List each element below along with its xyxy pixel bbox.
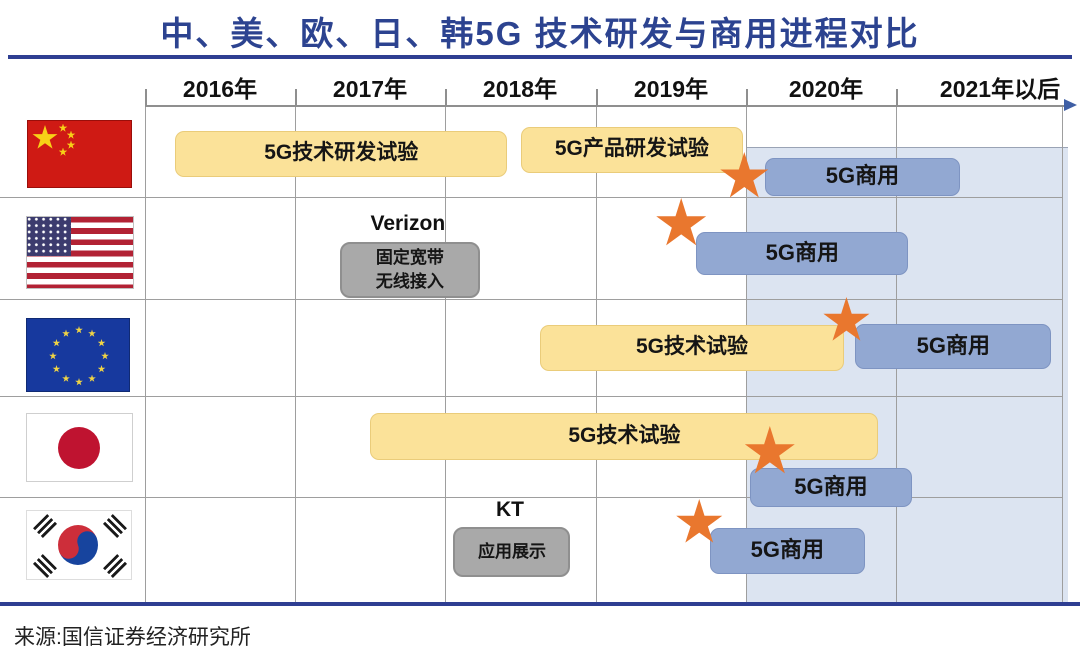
- phase-bar-trial-eu-flag: 5G技术试验: [540, 325, 844, 371]
- timeline-chart: 2016年 2017年 2018年 2019年 2020年 2021年以后 5G技术研发试验…: [0, 60, 1080, 607]
- china-flag-icon: [27, 120, 132, 188]
- operator-label-usa-flag: Verizon: [370, 212, 446, 235]
- usa-flag-icon: [26, 216, 134, 289]
- year-label-2017: 2017年: [332, 76, 408, 102]
- axis-tick: [295, 89, 297, 106]
- row-separator-line: [0, 197, 1062, 198]
- flag-star-icon: [101, 352, 109, 360]
- phase-bar-commercial-eu-flag: 5G商用: [855, 324, 1052, 369]
- korea-flag-trigram: [32, 553, 58, 579]
- flag-star-icon: [66, 140, 76, 149]
- phase-bar-trial-china-flag: 5G产品研发试验: [520, 127, 744, 173]
- grid-line-vertical: [1062, 106, 1063, 602]
- phase-bar-commercial-china-flag: 5G商用: [765, 158, 960, 196]
- japan-flag-sun-disc: [58, 427, 100, 469]
- flag-star-icon: [75, 378, 83, 386]
- flag-star-icon: [49, 352, 57, 360]
- flag-star-icon: [97, 365, 106, 373]
- row-separator-line: [0, 497, 1062, 498]
- flag-star-icon: [88, 374, 96, 382]
- flag-star-icon: [62, 329, 70, 337]
- year-label-2019: 2019年: [633, 76, 709, 102]
- flag-star-icon: [62, 374, 70, 382]
- axis-tick: [145, 89, 147, 106]
- demo-box-korea-flag: 应用展示: [453, 527, 571, 577]
- operator-label-korea-flag: KT: [495, 498, 524, 521]
- axis-tick: [445, 89, 447, 106]
- chart-bottom-border: [0, 602, 1080, 606]
- axis-tick: [746, 89, 748, 106]
- korea-flag-icon: [26, 510, 132, 580]
- eu-flag-icon: [26, 318, 130, 392]
- grid-line-vertical: [295, 106, 296, 602]
- grid-line-vertical: [445, 106, 446, 602]
- demo-box-usa-flag: 固定宽带 无线接入: [339, 242, 480, 298]
- axis-right-arrow-icon: [1064, 99, 1077, 111]
- korea-flag-trigram: [102, 513, 128, 539]
- row-separator-line: [0, 396, 1062, 397]
- future-period-shading: [746, 147, 1068, 603]
- phase-bar-commercial-korea-flag: 5G商用: [709, 528, 865, 574]
- flag-star-icon: [97, 339, 106, 347]
- axis-tick: [896, 89, 898, 106]
- year-label-2016: 2016年: [182, 76, 258, 102]
- phase-bar-commercial-usa-flag: 5G商用: [696, 232, 909, 275]
- demo-box-line: 无线接入: [375, 272, 444, 291]
- flag-star-icon: [75, 326, 83, 334]
- row-separator-line: [0, 299, 1062, 300]
- korea-flag-trigram: [102, 553, 128, 579]
- flag-star-icon: [52, 339, 61, 347]
- flag-star-icon: [88, 329, 96, 337]
- demo-box-line: 应用展示: [477, 542, 546, 562]
- phase-bar-commercial-japan-flag: 5G商用: [750, 468, 912, 507]
- flag-star-icon: [58, 147, 68, 156]
- flag-star-icon: [58, 123, 68, 132]
- usa-flag-canton: [27, 217, 71, 256]
- demo-box-line: 固定宽带: [375, 248, 444, 268]
- title-underline: [8, 55, 1072, 59]
- year-label-2018: 2018年: [482, 76, 558, 102]
- flag-star-icon: [32, 125, 58, 149]
- phase-bar-trial-japan-flag: 5G技术试验: [370, 413, 879, 460]
- grid-line-vertical: [145, 106, 146, 602]
- source-note: 来源:国信证券经济研究所: [14, 626, 251, 649]
- korea-flag-taegeuk: [51, 518, 105, 572]
- korea-flag-trigram: [32, 513, 58, 539]
- japan-flag-icon: [26, 413, 133, 482]
- year-label-2021: 2021年以后: [939, 76, 1061, 102]
- phase-bar-trial-china-flag: 5G技术研发试验: [175, 131, 508, 177]
- flag-star-icon: [52, 365, 61, 373]
- time-axis-line: [145, 105, 1066, 107]
- axis-tick: [596, 89, 598, 106]
- page-title: 中、美、欧、日、韩5G 技术研发与商用进程对比: [160, 15, 920, 52]
- flag-star-icon: [66, 130, 76, 139]
- year-label-2020: 2020年: [788, 76, 864, 102]
